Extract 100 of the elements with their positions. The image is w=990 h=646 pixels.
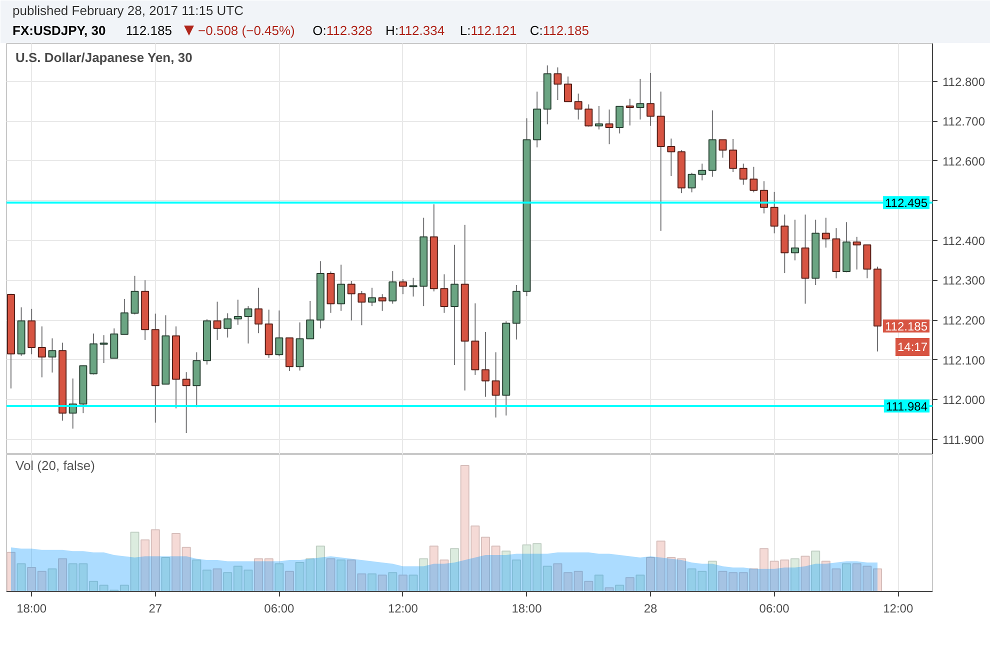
candlestick — [729, 138, 738, 173]
text: O:112.328 — [312, 23, 372, 38]
candlestick — [698, 163, 706, 181]
bar — [16, 563, 26, 592]
candlestick — [574, 93, 582, 120]
bar — [842, 563, 852, 592]
y-tick-label: 112.100 — [942, 353, 986, 368]
candlestick — [770, 191, 778, 234]
candlestick — [636, 78, 644, 120]
bar — [6, 552, 16, 592]
x-tick-label: 27 — [148, 602, 162, 616]
candlestick — [594, 105, 603, 130]
candlestick — [38, 326, 46, 378]
bar — [604, 587, 614, 592]
candlestick — [739, 163, 748, 186]
x-tick-label: 18:00 — [16, 602, 47, 616]
candlestick — [306, 300, 314, 340]
bar — [161, 556, 170, 592]
y-tick-label: 112.600 — [942, 154, 986, 168]
ref-line-label: 112.495 — [885, 196, 928, 210]
candlestick — [554, 66, 562, 100]
y-tick-label: 112.700 — [942, 114, 986, 129]
text: H:112.334 — [386, 23, 445, 38]
y-tick-label: 111.900 — [942, 432, 984, 447]
chart-title: Vol (20, false) — [16, 458, 95, 473]
candlestick — [852, 236, 861, 270]
bar — [336, 559, 346, 592]
bar — [378, 574, 387, 592]
annotation: 14:17 — [897, 340, 928, 354]
bar — [790, 558, 800, 592]
candlestick — [667, 138, 676, 176]
y-tick-label: 112.300 — [942, 274, 986, 288]
ref-line-label: 111.984 — [886, 399, 928, 414]
text: −0.508 (−0.45%) — [198, 23, 295, 38]
text: L:112.121 — [460, 23, 517, 38]
candlestick — [130, 275, 139, 315]
candlestick — [481, 331, 490, 398]
y-tick-label: 112.400 — [942, 234, 986, 248]
candlestick — [492, 352, 500, 418]
candlestick — [378, 294, 386, 312]
candlestick — [564, 76, 572, 102]
candlestick — [440, 274, 448, 314]
candlestick — [646, 72, 655, 126]
bar — [594, 574, 604, 592]
candlestick — [275, 310, 284, 357]
candlestick — [616, 106, 624, 134]
y-tick-label: 112.800 — [942, 74, 986, 89]
candlestick — [120, 298, 128, 335]
candlestick — [224, 312, 232, 338]
bar — [58, 558, 68, 592]
bar — [274, 563, 284, 592]
candlestick — [368, 287, 376, 307]
candlestick — [750, 166, 758, 193]
text: 112.185 — [126, 23, 172, 38]
x-tick-label: 06:00 — [264, 602, 295, 616]
y-tick-label: 112.000 — [942, 393, 986, 408]
candlestick — [626, 98, 634, 126]
bar — [48, 568, 57, 592]
text: U.S. Dollar/Japanese Yen, 30 — [16, 50, 192, 65]
x-tick-label: 06:00 — [759, 602, 790, 616]
candlestick — [790, 219, 799, 261]
chart-title: FX:USDJPY, 30 — [12, 23, 106, 38]
candlestick — [254, 287, 263, 334]
bar — [326, 558, 336, 592]
x-tick-label: 12:00 — [883, 602, 914, 616]
annotation: 112.185 — [885, 319, 928, 334]
bar — [800, 556, 810, 592]
y-tick-label: 112.200 — [942, 314, 986, 328]
bar — [450, 548, 460, 592]
candlestick — [234, 299, 242, 326]
candlestick — [48, 338, 56, 374]
candlestick — [182, 372, 190, 434]
text: ▼ — [184, 23, 194, 38]
candlestick — [244, 306, 252, 344]
candlestick — [398, 278, 407, 295]
bar — [367, 573, 377, 592]
text: C:112.185 — [530, 23, 589, 38]
bar — [284, 570, 294, 592]
x-tick-label: 28 — [644, 602, 658, 616]
candlestick — [718, 139, 727, 158]
candlestick — [337, 264, 346, 312]
bar — [615, 584, 624, 592]
x-tick-label: 12:00 — [388, 602, 418, 616]
candlestick — [213, 301, 222, 340]
candlestick — [388, 270, 397, 304]
candlestick — [688, 172, 696, 193]
candlestick — [584, 104, 593, 128]
x-tick-label: 18:00 — [512, 602, 542, 616]
bar — [388, 572, 398, 592]
candlestick — [100, 334, 108, 364]
candlestick — [358, 290, 366, 326]
text: published February 28, 2017 11:15 UTC — [12, 3, 244, 18]
candlestick — [822, 217, 830, 248]
candlestick — [347, 280, 356, 321]
candlestick — [450, 244, 459, 366]
bar — [811, 550, 820, 592]
bar — [625, 577, 634, 592]
bar — [636, 574, 645, 592]
bar — [212, 568, 222, 592]
candlestick — [605, 109, 614, 145]
